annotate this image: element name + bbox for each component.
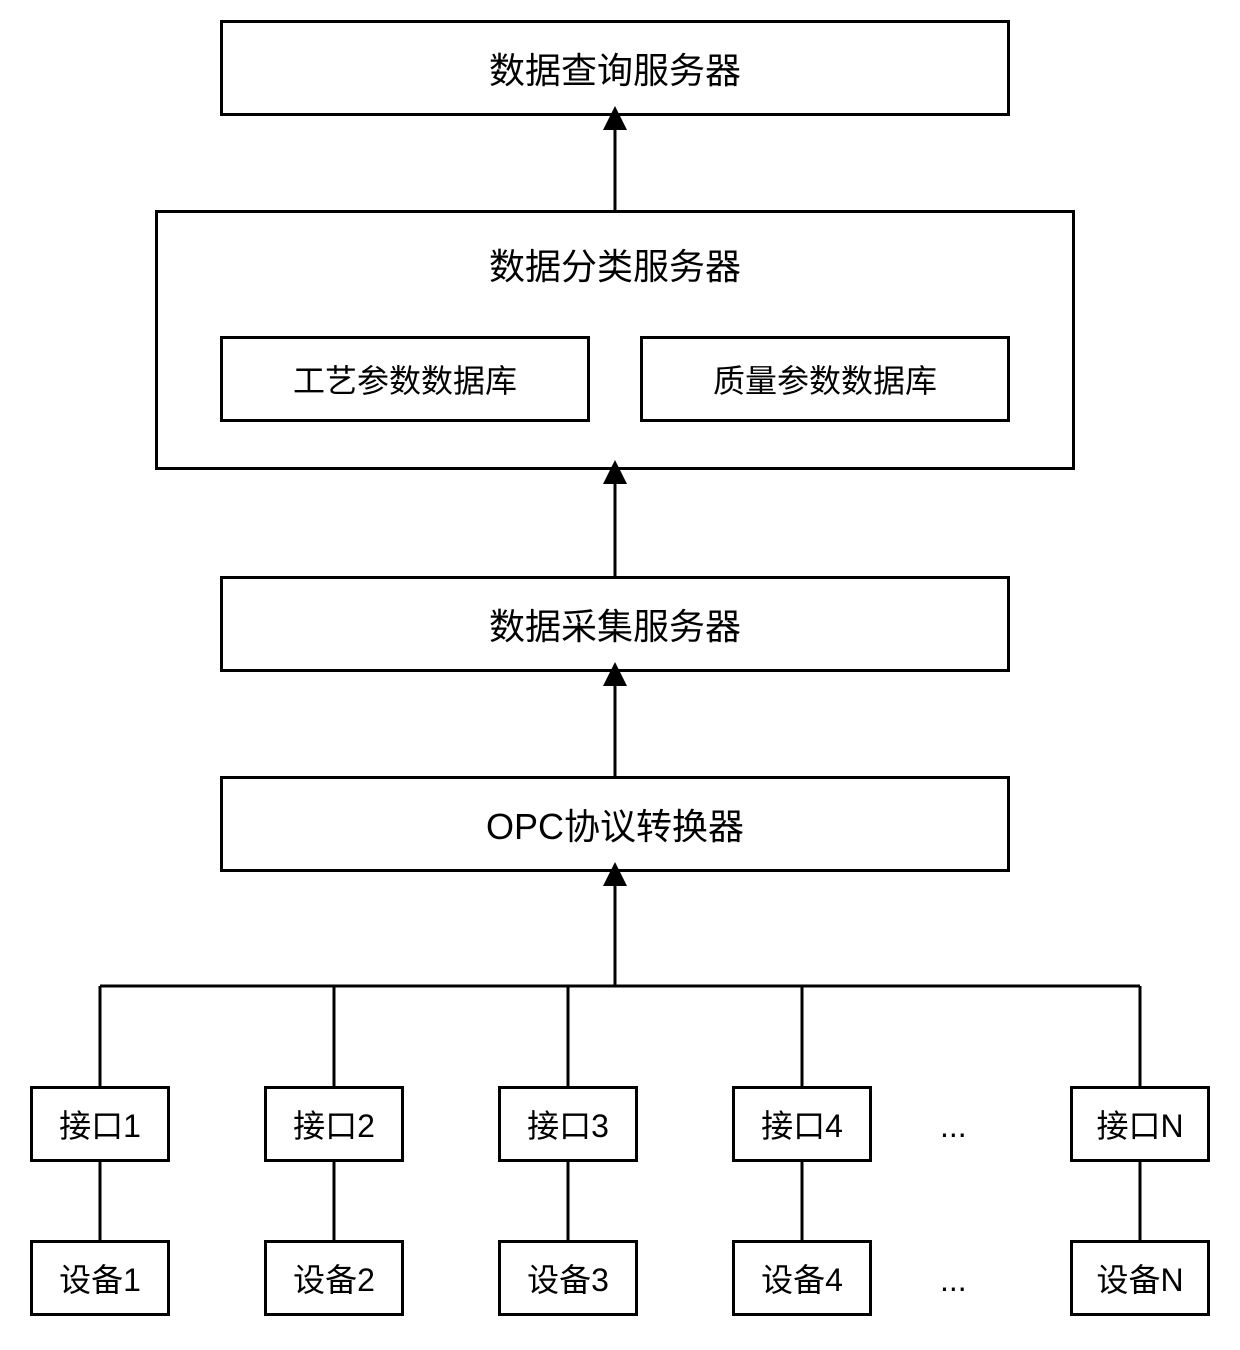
device-box-5: 设备N xyxy=(1070,1240,1210,1316)
interface-box-5: 接口N xyxy=(1070,1086,1210,1162)
ellipsis-interfaces: ... xyxy=(940,1108,967,1145)
device-box-3: 设备3 xyxy=(498,1240,638,1316)
device-box-1: 设备1 xyxy=(30,1240,170,1316)
diagram-canvas: 数据查询服务器数据分类服务器工艺参数数据库质量参数数据库数据采集服务器 OPC协议… xyxy=(0,0,1240,1350)
device-box-2: 设备2 xyxy=(264,1240,404,1316)
ellipsis-devices: ... xyxy=(940,1262,967,1299)
device-box-4: 设备4 xyxy=(732,1240,872,1316)
query-server-box: 数据查询服务器 xyxy=(220,20,1010,116)
interface-box-3: 接口3 xyxy=(498,1086,638,1162)
interface-box-2: 接口2 xyxy=(264,1086,404,1162)
collection-server-box: 数据采集服务器 xyxy=(220,576,1010,672)
process-db-box: 工艺参数数据库 xyxy=(220,336,590,422)
interface-box-4: 接口4 xyxy=(732,1086,872,1162)
quality-db-box: 质量参数数据库 xyxy=(640,336,1010,422)
classification-server-title: 数据分类服务器 xyxy=(155,238,1075,290)
interface-box-1: 接口1 xyxy=(30,1086,170,1162)
opc-converter-box: OPC协议转换器 xyxy=(220,776,1010,872)
